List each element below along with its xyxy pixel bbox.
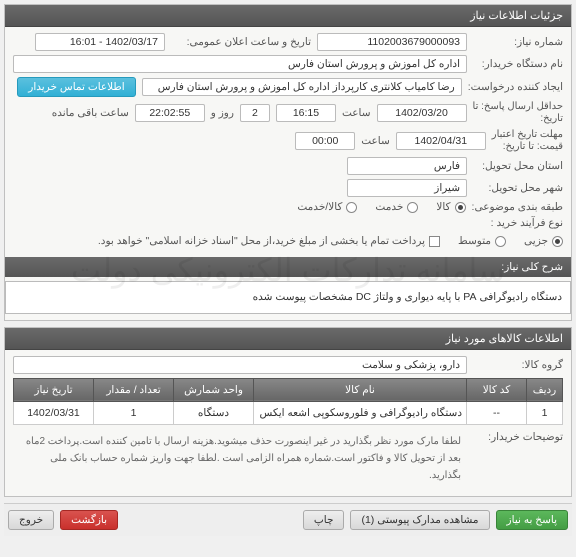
items-panel-title: اطلاعات کالاهای مورد نیاز — [5, 328, 571, 350]
details-panel: جزئیات اطلاعات نیاز شماره نیاز: 11020036… — [4, 4, 572, 321]
deadline-date-field: 1402/03/20 — [377, 104, 467, 122]
credit-label: مهلت تاریخ اعتبار قیمت: تا تاریخ: — [492, 129, 563, 153]
credit-date-field: 1402/04/31 — [396, 132, 486, 150]
cell-row: 1 — [527, 401, 563, 424]
category-goods-service-radio[interactable]: کالا/خدمت — [297, 201, 357, 213]
time-label-1: ساعت — [342, 107, 371, 119]
category-radio-group: کالا خدمت کالا/خدمت — [297, 201, 465, 213]
requester-field: رضا کامیاب کلانتری کارپرداز اداره کل امو… — [142, 78, 462, 96]
province-field: فارس — [347, 157, 467, 175]
buyer-note-label: توضیحات خریدار: — [473, 431, 563, 443]
process-radio-group: جزیی متوسط پرداخت تمام یا بخشی از مبلغ خ… — [98, 235, 563, 247]
summary-bar: شرح کلی نیاز: — [5, 257, 571, 277]
col-date: تاریخ نیاز — [14, 378, 94, 401]
announce-label: تاریخ و ساعت اعلان عمومی: — [171, 36, 311, 48]
exit-button[interactable]: خروج — [8, 510, 54, 530]
table-row[interactable]: 1 -- دستگاه رادیوگرافی و فلوروسکوپی اشعه… — [14, 401, 563, 424]
items-panel: اطلاعات کالاهای مورد نیاز گروه کالا: دار… — [4, 327, 572, 497]
process-partial-radio[interactable]: جزیی — [524, 235, 563, 247]
print-button[interactable]: چاپ — [303, 510, 345, 530]
requester-label: ایجاد کننده درخواست: — [468, 81, 563, 93]
need-no-field: 1102003679000093 — [317, 33, 467, 51]
col-unit: واحد شمارش — [174, 378, 254, 401]
category-label: طبقه بندی موضوعی: — [472, 201, 563, 213]
group-field: دارو، پزشکی و سلامت — [13, 356, 467, 374]
category-service-radio[interactable]: خدمت — [375, 201, 418, 213]
credit-time-field: 00:00 — [295, 132, 355, 150]
items-table: ردیف کد کالا نام کالا واحد شمارش تعداد /… — [13, 378, 563, 425]
remain-time-field: 22:02:55 — [135, 104, 205, 122]
time-label-2: ساعت — [361, 135, 390, 147]
announce-field: 1402/03/17 - 16:01 — [35, 33, 165, 51]
contact-buyer-button[interactable]: اطلاعات تماس خریدار — [17, 77, 135, 97]
summary-label: شرح کلی نیاز: — [501, 261, 563, 273]
cell-name: دستگاه رادیوگرافی و فلوروسکوپی اشعه ایکس — [254, 401, 467, 424]
col-row: ردیف — [527, 378, 563, 401]
group-label: گروه کالا: — [473, 359, 563, 371]
cell-qty: 1 — [94, 401, 174, 424]
province-label: استان محل تحویل: — [473, 160, 563, 172]
remain-days-label: روز و — [211, 107, 234, 119]
details-panel-title: جزئیات اطلاعات نیاز — [5, 5, 571, 27]
remain-suffix: ساعت باقی مانده — [52, 107, 129, 119]
view-docs-button[interactable]: مشاهده مدارک پیوستی (1) — [350, 510, 489, 530]
category-goods-radio[interactable]: کالا — [436, 201, 465, 213]
buyer-note-text: لطفا مارک مورد نظر بگذارید در غیر اینصور… — [13, 431, 467, 486]
col-qty: تعداد / مقدار — [94, 378, 174, 401]
col-name: نام کالا — [254, 378, 467, 401]
deadline-label: حداقل ارسال پاسخ: تا تاریخ: — [473, 101, 563, 125]
process-label: نوع فرآیند خرید : — [473, 217, 563, 229]
treasury-checkbox[interactable]: پرداخت تمام یا بخشی از مبلغ خرید،از محل … — [98, 235, 440, 247]
need-no-label: شماره نیاز: — [473, 36, 563, 48]
back-button[interactable]: بازگشت — [60, 510, 118, 530]
remain-days-field: 2 — [240, 104, 270, 122]
respond-button[interactable]: پاسخ به نیاز — [496, 510, 568, 530]
buyer-label: نام دستگاه خریدار: — [473, 58, 563, 70]
col-code: کد کالا — [467, 378, 527, 401]
summary-text: دستگاه رادیوگرافی PA با پایه دیواری و ول… — [5, 281, 571, 314]
cell-unit: دستگاه — [174, 401, 254, 424]
cell-date: 1402/03/31 — [14, 401, 94, 424]
city-label: شهر محل تحویل: — [473, 182, 563, 194]
deadline-time-field: 16:15 — [276, 104, 336, 122]
city-field: شیراز — [347, 179, 467, 197]
buyer-field: اداره کل اموزش و پرورش استان فارس — [13, 55, 467, 73]
cell-code: -- — [467, 401, 527, 424]
footer-bar: پاسخ به نیاز مشاهده مدارک پیوستی (1) چاپ… — [4, 503, 572, 536]
process-medium-radio[interactable]: متوسط — [458, 235, 506, 247]
